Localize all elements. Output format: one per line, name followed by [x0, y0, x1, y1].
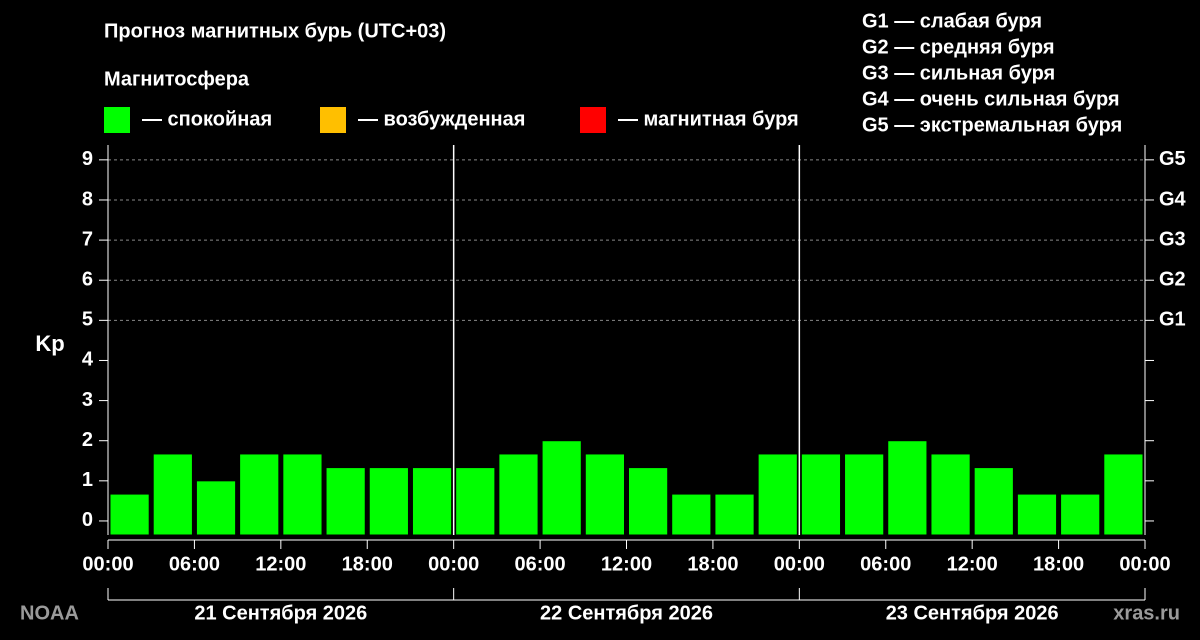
y-tick-label: 8: [82, 188, 93, 210]
g-tick-label: G5: [1159, 148, 1186, 170]
x-tick-label: 06:00: [860, 553, 911, 575]
x-tick-label: 00:00: [1119, 553, 1170, 575]
day-label: 22 Сентября 2026: [540, 602, 713, 624]
x-tick-label: 12:00: [601, 553, 652, 575]
legend-swatch: [320, 107, 346, 133]
g-legend-label: G1 — слабая буря: [862, 10, 1042, 32]
legend-swatch: [104, 107, 130, 133]
bar: [455, 467, 496, 536]
legend-title: Магнитосфера: [104, 68, 250, 90]
g-tick-label: G4: [1159, 188, 1187, 210]
bar: [109, 493, 150, 536]
x-tick-label: 18:00: [1033, 553, 1084, 575]
bar: [152, 453, 193, 536]
bar: [584, 453, 626, 536]
g-legend-label: G4 — очень сильная буря: [862, 88, 1120, 110]
source: xras.ru: [1113, 602, 1180, 624]
chart-title: Прогноз магнитных бурь (UTC+03): [104, 20, 446, 42]
x-tick-label: 12:00: [255, 553, 306, 575]
y-tick-label: 0: [82, 509, 93, 531]
bar: [930, 453, 971, 536]
bar: [195, 480, 237, 536]
bar: [671, 493, 712, 536]
y-tick-label: 9: [82, 148, 93, 170]
bar: [800, 453, 842, 536]
g-legend-label: G5 — экстремальная буря: [862, 114, 1122, 136]
legend-label: — возбужденная: [358, 108, 525, 130]
y-tick-label: 5: [82, 309, 93, 331]
legend-label: — магнитная буря: [618, 108, 799, 130]
bar: [973, 467, 1014, 536]
g-tick-label: G1: [1159, 309, 1186, 331]
source: NOAA: [20, 602, 79, 624]
g-tick-label: G2: [1159, 268, 1186, 290]
legend-swatch: [580, 107, 606, 133]
g-tick-label: G3: [1159, 228, 1186, 250]
bar: [411, 467, 453, 536]
y-tick-label: 4: [82, 349, 94, 371]
x-tick-label: 12:00: [947, 553, 998, 575]
bar: [498, 453, 539, 536]
bar: [1016, 493, 1058, 536]
x-tick-label: 18:00: [342, 553, 393, 575]
bar: [628, 467, 669, 536]
legend-label: — спокойная: [142, 108, 272, 130]
y-tick-label: 1: [82, 469, 93, 491]
y-tick-label: 6: [82, 268, 93, 290]
x-tick-label: 00:00: [428, 553, 479, 575]
x-tick-label: 06:00: [169, 553, 220, 575]
bar: [714, 493, 755, 536]
x-tick-label: 18:00: [687, 553, 738, 575]
x-tick-label: 06:00: [515, 553, 566, 575]
bar: [282, 453, 323, 536]
bar: [757, 453, 798, 536]
bar: [1060, 493, 1101, 536]
x-tick-label: 00:00: [82, 553, 133, 575]
day-label: 21 Сентября 2026: [194, 602, 367, 624]
y-tick-label: 2: [82, 429, 93, 451]
y-axis-label: Kp: [35, 331, 64, 356]
day-label: 23 Сентября 2026: [886, 602, 1059, 624]
bar: [325, 467, 366, 536]
bar: [368, 467, 409, 536]
bar: [887, 440, 928, 536]
y-tick-label: 7: [82, 228, 93, 250]
bar: [844, 453, 885, 536]
x-tick-label: 00:00: [774, 553, 825, 575]
bar: [541, 440, 582, 536]
y-tick-label: 3: [82, 389, 93, 411]
g-legend-label: G3 — сильная буря: [862, 62, 1055, 84]
bar: [239, 453, 280, 536]
g-legend-label: G2 — средняя буря: [862, 36, 1055, 58]
bar: [1103, 453, 1144, 536]
